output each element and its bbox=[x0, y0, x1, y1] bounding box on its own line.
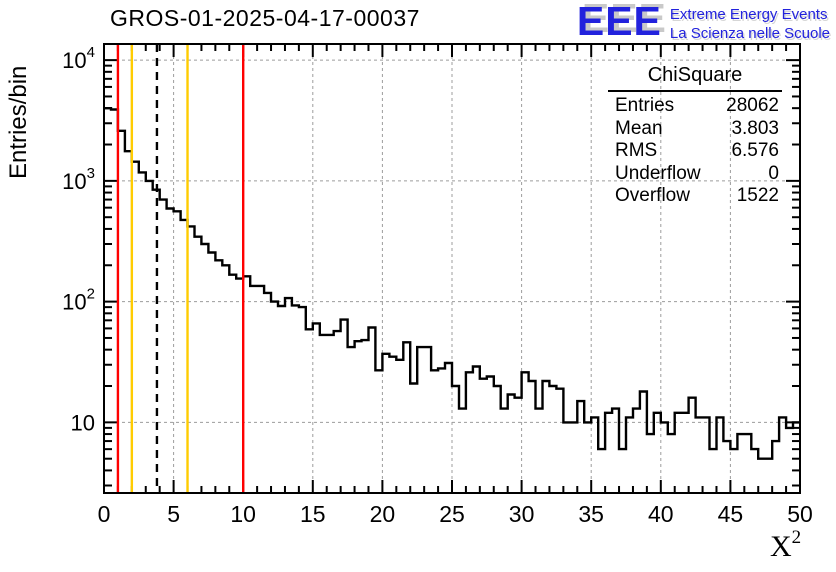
svg-text:40: 40 bbox=[648, 501, 674, 527]
svg-text:50: 50 bbox=[787, 501, 813, 527]
stat-value: 28062 bbox=[726, 95, 779, 116]
stat-label: Overflow bbox=[615, 185, 690, 207]
svg-text:103: 103 bbox=[62, 165, 95, 194]
stats-row-overflow: Overflow 1522 bbox=[608, 185, 782, 208]
svg-text:5: 5 bbox=[167, 501, 180, 527]
x-axis-title: X2 bbox=[770, 527, 802, 564]
stats-box: ChiSquare Entries 28062 Mean 3.803 RMS 6… bbox=[608, 64, 782, 208]
stat-label: Entries bbox=[615, 95, 675, 116]
x-axis-title-exponent: 2 bbox=[791, 527, 802, 548]
svg-text:30: 30 bbox=[509, 501, 535, 527]
eee-logo: EEE Extreme Energy Events La Scienza nel… bbox=[576, 0, 830, 44]
stat-label: Mean bbox=[615, 117, 663, 139]
stats-row-mean: Mean 3.803 bbox=[608, 118, 782, 141]
stats-box-rows: Entries 28062 Mean 3.803 RMS 6.576 Under… bbox=[608, 92, 782, 208]
stat-value: 1522 bbox=[736, 185, 779, 207]
svg-text:104: 104 bbox=[62, 44, 95, 73]
stat-label: RMS bbox=[615, 140, 658, 162]
plot-frame bbox=[103, 43, 801, 494]
svg-text:0: 0 bbox=[98, 501, 111, 527]
eee-logo-line2: La Scienza nelle Scuole bbox=[669, 25, 830, 42]
stats-row-entries: Entries 28062 bbox=[608, 95, 782, 118]
y-tick-labels: 10 102 103 104 bbox=[62, 44, 95, 435]
stats-row-rms: RMS 6.576 bbox=[608, 140, 782, 163]
stats-row-underflow: Underflow 0 bbox=[608, 163, 782, 186]
svg-text:10: 10 bbox=[230, 501, 256, 527]
stat-value: 6.576 bbox=[731, 140, 779, 162]
x-axis-title-base: X bbox=[770, 530, 792, 563]
plot-title: GROS-01-2025-04-17-00037 bbox=[110, 5, 420, 31]
stat-value: 0 bbox=[768, 162, 779, 184]
svg-text:15: 15 bbox=[300, 501, 326, 527]
svg-text:102: 102 bbox=[62, 286, 95, 315]
svg-text:20: 20 bbox=[370, 501, 396, 527]
eee-logo-text: Extreme Energy Events La Scienza nelle S… bbox=[670, 2, 830, 43]
x-tick-labels: 0 5 10 15 20 25 30 35 40 45 50 bbox=[98, 501, 813, 527]
stat-value: 3.803 bbox=[731, 117, 779, 139]
stats-box-title: ChiSquare bbox=[608, 64, 782, 92]
svg-text:35: 35 bbox=[578, 501, 604, 527]
stat-label: Underflow bbox=[615, 162, 701, 184]
svg-text:45: 45 bbox=[718, 501, 744, 527]
eee-logo-acronym: EEE bbox=[576, 0, 662, 44]
svg-text:25: 25 bbox=[439, 501, 465, 527]
eee-logo-line1: Extreme Energy Events bbox=[669, 6, 828, 23]
svg-text:10: 10 bbox=[71, 410, 95, 435]
histogram-line bbox=[104, 107, 800, 460]
